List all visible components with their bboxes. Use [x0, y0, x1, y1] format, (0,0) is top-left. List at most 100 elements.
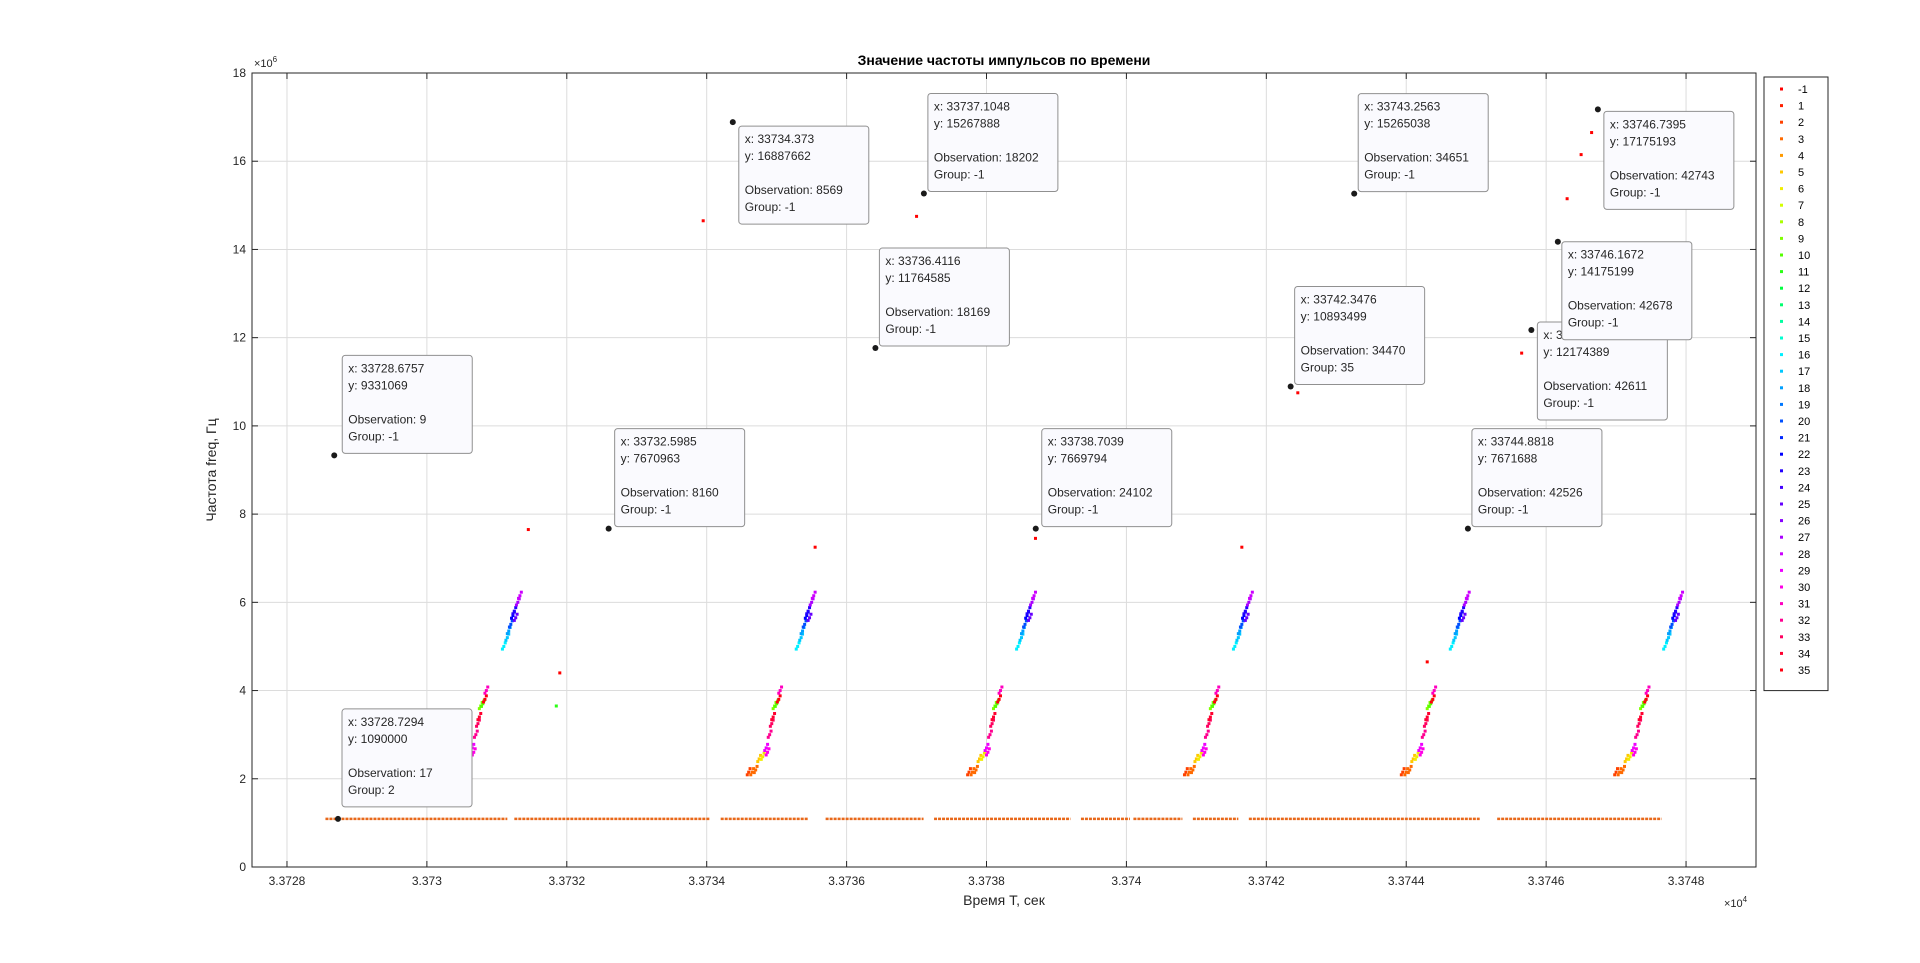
legend-label: 29 [1798, 565, 1810, 577]
legend-item[interactable]: 17 [1780, 366, 1810, 378]
datatip[interactable]: x: 33746.7395 y: 17175193 Observation: 427… [1594, 106, 1735, 210]
datatip[interactable]: x: 33736.4116 y: 11764585 Observation: 181… [872, 247, 1010, 352]
legend-item[interactable]: 28 [1780, 549, 1810, 561]
datatips: x: 33728.6757 y: 9331069 Observation: 9 Gro… [331, 93, 1735, 822]
legend-item[interactable]: 3 [1780, 134, 1804, 146]
data-point [755, 764, 759, 768]
legend-label: 10 [1798, 250, 1810, 262]
legend-item[interactable]: 24 [1780, 482, 1810, 494]
legend-item[interactable]: 27 [1780, 532, 1810, 544]
legend-item[interactable]: 12 [1780, 283, 1810, 295]
data-point [1633, 742, 1637, 746]
legend-item[interactable]: 4 [1780, 150, 1804, 162]
data-point [1421, 747, 1425, 751]
x-exponent-base: ×10 [1724, 898, 1743, 910]
data-point [915, 214, 919, 218]
data-point [986, 750, 990, 754]
data-point [1453, 632, 1457, 636]
datatip[interactable]: x: 33742.3476 y: 10893499 Observation: 344… [1287, 285, 1426, 390]
legend-item[interactable]: 16 [1780, 350, 1810, 362]
data-point [801, 625, 805, 629]
data-point [798, 638, 802, 642]
legend-item[interactable]: 30 [1780, 582, 1810, 594]
data-point [479, 711, 483, 715]
data-point [1417, 749, 1421, 753]
legend-item[interactable]: 18 [1780, 383, 1810, 395]
legend-item[interactable]: 20 [1780, 416, 1810, 428]
data-point [805, 612, 809, 616]
data-point [1462, 606, 1466, 610]
data-point [1213, 700, 1217, 704]
legend-marker [1780, 87, 1783, 91]
legend-item[interactable]: 15 [1780, 333, 1810, 345]
legend-item[interactable]: 1 [1780, 101, 1804, 113]
data-point [1630, 749, 1634, 753]
datatip[interactable]: x: 33732.5985 y: 7670963 Observation: 8160… [605, 428, 746, 532]
legend-item[interactable]: 25 [1780, 499, 1810, 511]
legend-label: 25 [1798, 499, 1810, 511]
data-point [975, 764, 979, 768]
data-point [502, 644, 506, 648]
legend-item[interactable]: 33 [1780, 632, 1810, 644]
data-point [1245, 603, 1249, 607]
data-point [985, 753, 989, 757]
legend-item[interactable]: 22 [1780, 449, 1810, 461]
legend-item[interactable]: 5 [1780, 167, 1804, 179]
datatip-line: Observation: 34651 [1364, 151, 1469, 165]
data-point [1614, 770, 1618, 774]
datatip[interactable]: x: 33743.2563 y: 15265038 Observation: 346… [1351, 93, 1489, 197]
legend-item[interactable]: 32 [1780, 615, 1810, 627]
data-point [748, 767, 752, 771]
data-point [1413, 757, 1417, 761]
datatip[interactable]: x: 33746.1672 y: 14175199 Observation: 426… [1554, 238, 1693, 341]
datatip-line: y: 17175193 [1610, 134, 1676, 148]
legend-item[interactable]: 26 [1780, 516, 1810, 528]
data-point [754, 768, 758, 772]
legend-item[interactable]: 35 [1780, 665, 1810, 677]
data-point [1434, 685, 1438, 689]
legend-item[interactable]: 8 [1780, 217, 1804, 229]
datatip[interactable]: x: 33728.6757 y: 9331069 Observation: 9 Gro… [331, 354, 473, 459]
datatip[interactable]: x: 33734.373 y: 16887662 Observation: 8569… [729, 119, 870, 225]
legend-item[interactable]: 10 [1780, 250, 1810, 262]
data-point [484, 694, 488, 698]
datatip-box [1357, 93, 1489, 193]
data-point [1671, 619, 1675, 623]
data-point [1024, 616, 1028, 620]
datatip[interactable]: x: 33728.7294 y: 1090000 Observation: 17 Gr… [335, 708, 473, 822]
legend-item[interactable]: 13 [1780, 300, 1810, 312]
legend-item[interactable]: -1 [1780, 84, 1808, 96]
data-point [477, 715, 481, 719]
datatip-line: y: 14175199 [1568, 265, 1634, 279]
legend-item[interactable]: 23 [1780, 466, 1810, 478]
legend[interactable]: -112345678910111213141516171819202122232… [1763, 76, 1829, 692]
data-point [1420, 742, 1424, 746]
legend-item[interactable]: 21 [1780, 433, 1810, 445]
legend-item[interactable]: 11 [1780, 267, 1809, 279]
datatip-line: Observation: 42743 [1610, 168, 1715, 182]
legend-item[interactable]: 31 [1780, 599, 1810, 611]
legend-item[interactable]: 34 [1780, 648, 1810, 660]
data-point [1401, 770, 1405, 774]
data-point [1204, 747, 1208, 751]
datatip[interactable]: x: 33738.7039 y: 7669794 Observation: 2410… [1032, 428, 1173, 532]
data-point [701, 219, 705, 223]
legend-item[interactable]: 29 [1780, 565, 1810, 577]
legend-marker [1780, 419, 1783, 423]
datatip[interactable]: x: 33744.8818 y: 7671688 Observation: 4252… [1464, 428, 1603, 532]
legend-item[interactable]: 7 [1780, 200, 1804, 212]
data-point [1452, 638, 1456, 642]
data-point [500, 647, 504, 651]
datatip-box [614, 428, 746, 528]
legend-item[interactable]: 9 [1780, 233, 1804, 245]
legend-item[interactable]: 2 [1780, 117, 1804, 129]
x-tick-label: 3.3728 [269, 874, 306, 888]
datatip[interactable]: x: 33737.1048 y: 15267888 Observation: 182… [920, 93, 1059, 197]
x-axis-exponent: ×104 [1724, 895, 1748, 910]
legend-item[interactable]: 14 [1780, 316, 1810, 328]
data-points [332, 107, 1685, 821]
data-point [477, 707, 481, 711]
data-point [978, 757, 982, 761]
legend-item[interactable]: 6 [1780, 184, 1804, 196]
legend-item[interactable]: 19 [1780, 399, 1810, 411]
